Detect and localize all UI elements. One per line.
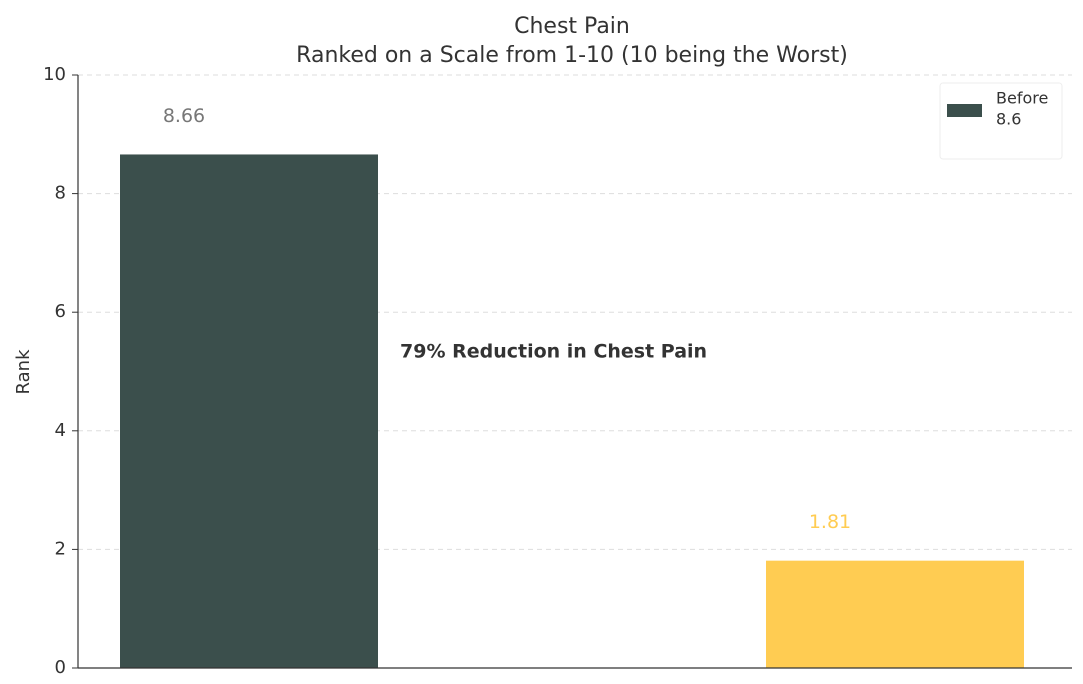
- bar: [766, 560, 1024, 668]
- y-tick-label: 0: [55, 657, 66, 678]
- chart-subtitle: Ranked on a Scale from 1-10 (10 being th…: [296, 43, 848, 68]
- chart-title: Chest Pain: [514, 14, 630, 39]
- legend-label: Before: [996, 89, 1048, 108]
- data-label: 1.81: [809, 511, 851, 533]
- y-tick-label: 8: [55, 183, 66, 204]
- y-tick-label: 6: [55, 301, 66, 322]
- y-tick-label: 2: [55, 538, 66, 559]
- bar: [120, 154, 378, 668]
- data-label: 8.66: [163, 105, 205, 127]
- annotation: 79% Reduction in Chest Pain: [400, 341, 707, 363]
- y-axis-label: Rank: [13, 349, 34, 395]
- legend-box: [939, 82, 1063, 160]
- legend-label: 8.6: [996, 110, 1021, 129]
- y-tick-label: 4: [55, 420, 66, 441]
- y-tick-label: 10: [43, 64, 66, 85]
- legend-swatch: [947, 104, 982, 117]
